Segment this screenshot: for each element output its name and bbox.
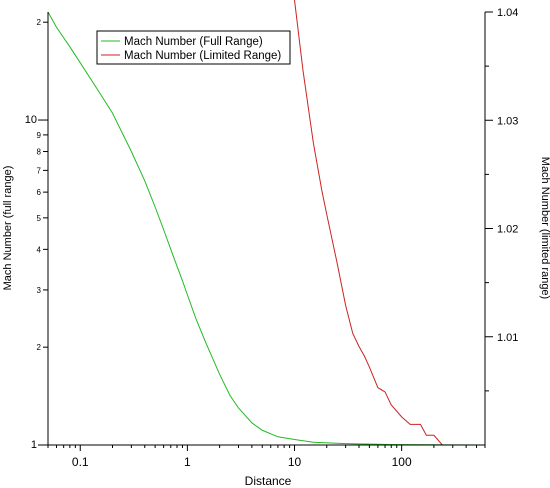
right-tick-label: 1.01 (497, 332, 518, 344)
left-tick-label: 8 (37, 148, 42, 157)
left-tick-label: 6 (37, 188, 42, 197)
left-tick-label: 3 (37, 286, 42, 295)
legend: Mach Number (Full Range) Mach Number (Li… (96, 30, 291, 65)
left-axis-title: Mach Number (full range) (2, 166, 14, 291)
left-axis-ticks: 1 2 3 4 5 6 7 8 910 2 (25, 18, 48, 451)
left-tick-label: 1 (31, 439, 37, 451)
left-tick-label: 7 (37, 166, 42, 175)
left-tick-label: 10 (25, 114, 37, 126)
x-tick-label: 10 (288, 455, 302, 469)
x-tick-label: 1 (184, 455, 191, 469)
series-line-limited-range (294, 0, 485, 446)
legend-box (96, 30, 291, 65)
left-tick-label: 4 (37, 245, 42, 254)
legend-label-limited: Mach Number (Limited Range) (124, 50, 281, 62)
left-tick-label: 2 (37, 18, 42, 27)
legend-label-full: Mach Number (Full Range) (124, 36, 263, 48)
right-axis-title: Mach Number (limited range) (539, 157, 550, 299)
plot-area (47, 0, 486, 446)
x-axis-title: Distance (245, 474, 292, 488)
right-tick-label: 1.04 (497, 7, 518, 19)
x-axis-ticks: 0.1 1 10 100 (47, 445, 486, 469)
right-tick-label: 1.03 (497, 115, 518, 127)
left-tick-label: 2 (37, 343, 42, 352)
right-tick-label: 1.02 (497, 224, 518, 236)
right-axis-ticks: 1.01 1.02 1.03 1.04 (485, 7, 518, 392)
x-tick-label: 100 (392, 455, 412, 469)
series-line-full-range (47, 11, 486, 446)
left-tick-label: 9 (37, 131, 42, 140)
left-tick-label: 5 (37, 214, 42, 223)
x-tick-label: 0.1 (72, 455, 89, 469)
